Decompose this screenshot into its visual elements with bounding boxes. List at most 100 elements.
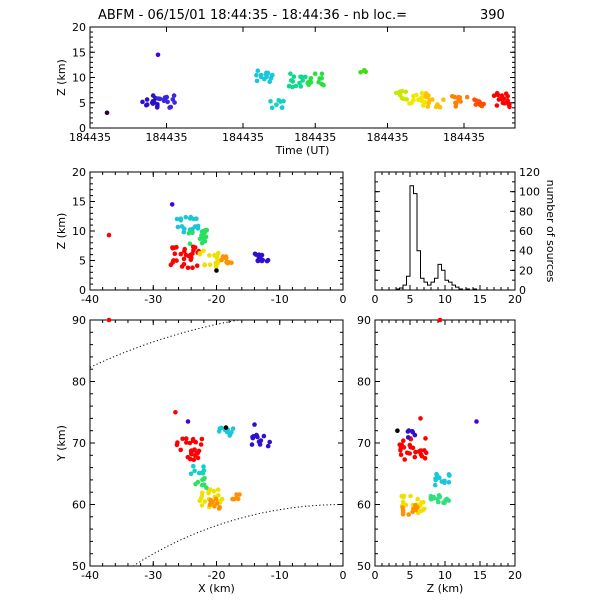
source-point — [408, 493, 413, 499]
source-point — [200, 490, 205, 496]
source-point — [412, 454, 418, 460]
source-point — [505, 98, 511, 103]
x-axis-title: Time (UT) — [275, 144, 330, 157]
source-point — [405, 435, 411, 440]
source-point — [297, 80, 302, 86]
source-point — [418, 416, 423, 421]
source-point — [190, 251, 195, 256]
source-point — [506, 102, 511, 107]
source-point — [400, 507, 406, 513]
y-tick-label: 10 — [72, 72, 86, 85]
source-point — [394, 90, 399, 96]
source-point — [199, 470, 205, 476]
source-point — [209, 499, 214, 505]
source-point — [321, 82, 326, 88]
source-point — [397, 89, 403, 94]
source-point — [312, 71, 318, 76]
source-point — [193, 439, 199, 445]
source-point — [400, 512, 406, 517]
source-point — [190, 265, 195, 271]
source-point — [204, 485, 209, 491]
source-point — [255, 68, 261, 73]
source-point — [299, 74, 305, 80]
x-tick-label: 20 — [508, 569, 522, 582]
source-point — [319, 76, 325, 81]
source-point — [419, 453, 425, 459]
x-tick-label: -40 — [81, 293, 99, 306]
source-point — [186, 253, 192, 259]
y-tick-label: 60 — [357, 499, 371, 512]
y-tick-label: 60 — [519, 225, 533, 238]
x-tick-label: 184435 — [222, 131, 264, 144]
source-point — [199, 503, 205, 508]
source-point — [195, 223, 201, 229]
source-point — [235, 496, 241, 502]
source-point — [226, 260, 232, 265]
xz-view-panel: -40 -30 -20 -10 0 0 5 10 15 20 Z (km) — [55, 166, 347, 306]
source-point — [434, 471, 439, 477]
source-point — [433, 476, 438, 481]
source-point — [174, 258, 179, 263]
source-point — [144, 97, 150, 102]
source-point — [214, 255, 220, 261]
source-point — [319, 71, 325, 77]
source-point — [184, 436, 189, 441]
source-point — [190, 230, 195, 235]
x-tick-label: 0 — [372, 569, 379, 582]
source-point — [406, 512, 412, 517]
source-point — [267, 439, 273, 445]
x-tick-label: 184435 — [146, 131, 188, 144]
source-point — [195, 450, 200, 456]
source-point — [167, 105, 172, 110]
source-point — [179, 264, 185, 269]
source-point — [464, 94, 470, 100]
zy-view-panel: 0 5 10 15 20 50 60 70 80 90 Z (km) — [357, 314, 522, 595]
source-point — [201, 233, 207, 239]
source-point — [184, 440, 189, 445]
source-point — [263, 72, 269, 77]
source-point — [188, 471, 194, 477]
source-point — [293, 83, 299, 89]
source-point — [419, 90, 425, 96]
x-tick-label: 15 — [473, 293, 487, 306]
source-point — [199, 240, 205, 246]
zy-view-frame — [374, 319, 516, 567]
source-point — [178, 447, 183, 453]
source-point — [411, 93, 416, 99]
data-points — [106, 202, 271, 273]
source-point — [149, 100, 155, 106]
source-point — [423, 94, 429, 100]
y-tick-label: 15 — [72, 196, 86, 209]
source-point — [216, 506, 222, 511]
source-count: 390 — [480, 8, 505, 23]
source-point — [190, 244, 196, 250]
y-tick-label: 50 — [72, 560, 86, 573]
source-point — [171, 93, 177, 98]
source-point — [230, 426, 236, 431]
y-tick-label: 90 — [357, 314, 371, 327]
source-point — [401, 445, 407, 450]
y-tick-label: 20 — [72, 21, 86, 34]
source-point — [403, 502, 409, 508]
source-point — [185, 419, 191, 424]
source-point — [491, 93, 497, 98]
x-tick-label: -10 — [271, 569, 289, 582]
source-point — [254, 432, 259, 438]
source-point — [197, 252, 203, 257]
source-point — [407, 101, 412, 106]
source-point — [256, 439, 262, 445]
source-point — [213, 496, 219, 502]
source-point — [182, 246, 187, 252]
source-point — [413, 507, 418, 513]
source-point — [201, 248, 206, 254]
time-height-panel: 184435 184435 184435 184435 184435 1844350510… — [55, 21, 516, 157]
range-ring — [90, 320, 242, 368]
source-point — [430, 97, 435, 102]
source-point — [198, 442, 204, 447]
source-point — [261, 433, 267, 439]
figure-title: ABFM - 06/15/01 18:44:35 - 18:44:36 - nb… — [98, 8, 407, 23]
source-point — [268, 99, 273, 104]
source-point — [437, 105, 443, 110]
source-point — [401, 438, 406, 444]
source-point — [187, 216, 193, 221]
